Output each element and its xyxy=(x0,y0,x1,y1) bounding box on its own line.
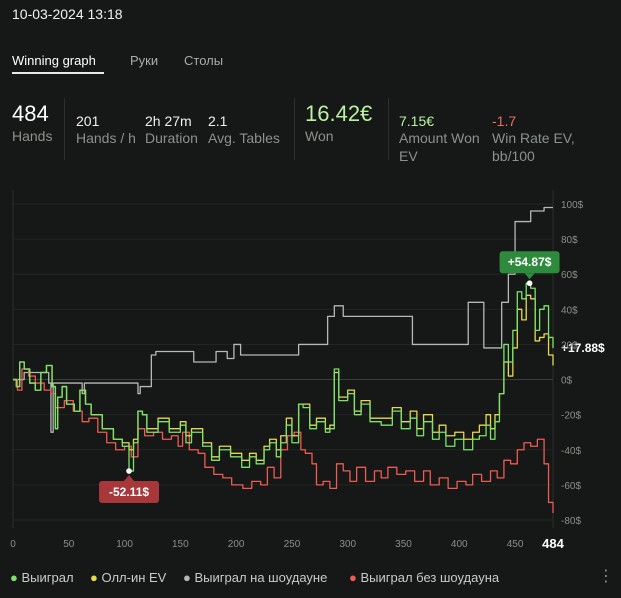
x-tick-label: 150 xyxy=(172,539,189,550)
y-tick-label: 80$ xyxy=(561,235,578,246)
min-value-badge-bg xyxy=(99,481,160,504)
max-value-badge-point xyxy=(526,280,533,287)
stat-won: 16.42€ Won xyxy=(305,101,372,145)
stat-divider xyxy=(388,98,389,160)
stat-divider xyxy=(64,98,65,160)
stat-hands-per-hour: 201 Hands / h xyxy=(76,113,136,147)
max-value-badge-pointer xyxy=(524,273,535,280)
min-value-badge-label: -52.11$ xyxy=(109,485,149,499)
stat-hands-per-hour-value: 201 xyxy=(76,113,100,129)
tab-hands[interactable]: Руки xyxy=(130,53,159,68)
series-line-won xyxy=(13,282,554,472)
min-value-badge-point xyxy=(126,468,132,474)
max-value-badge-label: +54.87$ xyxy=(508,255,552,269)
x-tick-label: 200 xyxy=(228,539,245,550)
final-value-label: +17.88$ xyxy=(561,341,605,355)
min-value-badge: -52.11$ xyxy=(99,468,160,504)
legend-item-showdown[interactable]: ● Выиграл на шоудауне xyxy=(183,570,327,585)
stat-hands-value: 484 xyxy=(12,101,49,126)
active-tab-indicator xyxy=(12,72,104,74)
stat-duration-value: 2h 27m xyxy=(145,113,192,129)
stat-won-value: 16.42€ xyxy=(305,101,373,126)
max-value-badge-bg xyxy=(499,251,560,274)
y-tick-label: 100$ xyxy=(561,200,584,211)
stat-avg-tables-label: Avg. Tables xyxy=(208,130,280,146)
stat-win-rate-ev-label-2: bb/100 xyxy=(492,148,535,164)
session-date: 10-03-2024 13:18 xyxy=(12,6,123,22)
stat-win-rate-ev-label-1: Win Rate EV, xyxy=(492,130,575,146)
legend-label: Олл-ин EV xyxy=(101,570,167,585)
max-value-badge: +54.87$ xyxy=(499,251,560,287)
tab-tables[interactable]: Столы xyxy=(184,53,224,68)
stat-duration: 2h 27m Duration xyxy=(145,113,198,147)
y-tick-label: 40$ xyxy=(561,305,578,316)
y-tick-label: -20$ xyxy=(561,411,581,422)
legend-label: Выиграл без шоудауна xyxy=(360,570,500,585)
more-vertical-icon[interactable]: ⋮ xyxy=(598,568,614,585)
y-tick-label: -60$ xyxy=(561,481,581,492)
series-line-all-in-ev xyxy=(13,294,554,461)
x-tick-label: 300 xyxy=(339,539,356,550)
stat-avg-tables-value: 2.1 xyxy=(208,113,228,129)
winning-graph-chart[interactable]: +54.87$ -52.11$ +17.88$ 100$ 80$ 60$ 40$ 20$ 0$… xyxy=(0,188,621,553)
legend-dot-icon: ● xyxy=(183,570,191,585)
legend-dot-icon: ● xyxy=(10,570,18,585)
series-line-non-showdown xyxy=(13,368,554,513)
stat-avg-tables: 2.1 Avg. Tables xyxy=(208,113,280,147)
stat-divider xyxy=(294,98,295,160)
x-tick-label-last: 484 xyxy=(542,536,564,551)
stat-amount-won-ev-value: 7.15€ xyxy=(399,113,435,129)
stat-amount-won-ev-label-2: EV xyxy=(399,148,418,164)
x-tick-label: 0 xyxy=(10,539,16,550)
y-tick-label: 0$ xyxy=(561,376,573,387)
stat-duration-label: Duration xyxy=(145,130,198,146)
legend-dot-icon: ● xyxy=(90,570,98,585)
y-tick-label: 20$ xyxy=(561,340,578,351)
y-tick-label: 60$ xyxy=(561,270,578,281)
x-tick-label: 400 xyxy=(451,539,468,550)
x-tick-label: 50 xyxy=(63,539,75,550)
legend-item-all-in-ev[interactable]: ● Олл-ин EV xyxy=(90,570,166,585)
stat-hands: 484 Hands xyxy=(12,101,52,145)
x-tick-label: 250 xyxy=(284,539,301,550)
min-value-badge-pointer xyxy=(124,475,135,482)
stat-amount-won-ev: 7.15€ Amount Won EV xyxy=(399,113,480,165)
x-tick-label: 350 xyxy=(395,539,412,550)
legend-dot-icon: ● xyxy=(349,570,357,585)
x-tick-label: 450 xyxy=(507,539,524,550)
stat-won-label: Won xyxy=(305,128,334,144)
legend-item-non-showdown[interactable]: ● Выиграл без шоудауна xyxy=(349,570,499,585)
legend-label: Выиграл на шоудауне xyxy=(194,570,328,585)
tab-winning-graph[interactable]: Winning graph xyxy=(12,53,96,68)
stat-hands-per-hour-label: Hands / h xyxy=(76,130,136,146)
x-tick-label: 100 xyxy=(116,539,133,550)
series-line-showdown xyxy=(13,206,553,433)
legend-label: Выиграл xyxy=(21,570,74,585)
stat-hands-label: Hands xyxy=(12,128,53,144)
y-tick-label: -80$ xyxy=(561,516,581,527)
stat-amount-won-ev-label-1: Amount Won xyxy=(399,130,480,146)
legend-item-won[interactable]: ● Выиграл xyxy=(10,570,74,585)
stat-win-rate-ev: -1.7 Win Rate EV, bb/100 xyxy=(492,113,575,165)
y-tick-label: -40$ xyxy=(561,446,581,457)
stat-win-rate-ev-value: -1.7 xyxy=(492,113,517,129)
